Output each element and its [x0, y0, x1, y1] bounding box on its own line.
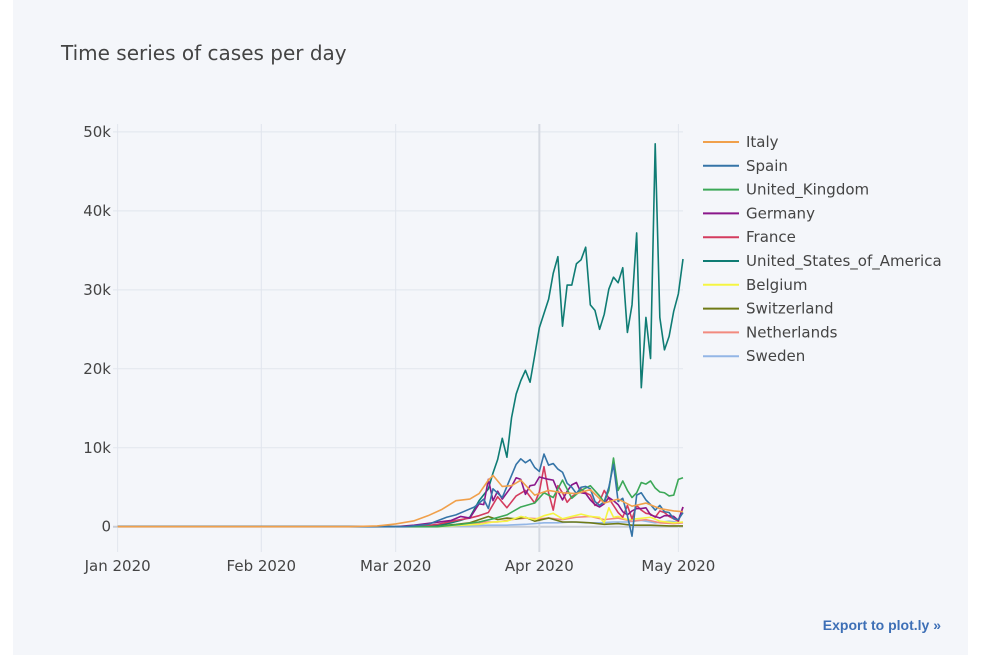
legend-item: Switzerland [703, 300, 834, 318]
series-line-belgium [117, 506, 684, 528]
y-tick-label: 50k [83, 123, 111, 141]
chart-title: Time series of cases per day [60, 41, 347, 65]
legend-label: Spain [746, 157, 788, 175]
legend-item: Netherlands [703, 323, 838, 341]
series-line-netherlands [117, 515, 684, 528]
y-tick-label: 30k [83, 281, 111, 299]
series-layer [117, 142, 684, 538]
x-tick-label: Apr 2020 [505, 557, 574, 575]
series-line-italy [117, 474, 684, 528]
legend-label: Switzerland [746, 300, 834, 318]
series-line-united-states-of-america [117, 142, 684, 528]
legend-item: United_States_of_America [703, 252, 942, 271]
chart-panel: Time series of cases per day 0 10k 20k 30k 4… [13, 0, 968, 655]
series-line-spain [117, 453, 684, 538]
x-tick-label: Feb 2020 [227, 557, 297, 575]
legend-label: France [746, 228, 796, 246]
series-line-united-kingdom [117, 457, 684, 528]
legend-item: Italy [703, 133, 779, 151]
legend-label: United_States_of_America [746, 252, 942, 271]
legend-label: Belgium [746, 276, 808, 294]
legend-item: Spain [703, 157, 788, 175]
legend-item: Germany [703, 204, 815, 222]
axis-layer: 0 10k 20k 30k 40k 50k Jan 2020 Feb 2020 Mar 2020… [83, 123, 715, 575]
legend-label: Italy [746, 133, 779, 151]
legend: Italy Spain United_Kingdom Germany France Uni… [703, 133, 942, 365]
x-tick-label: Mar 2020 [360, 557, 431, 575]
legend-item: Belgium [703, 276, 808, 294]
x-tick-label: Jan 2020 [84, 557, 151, 575]
legend-item: Sweden [703, 347, 805, 365]
y-tick-label: 0 [101, 518, 111, 536]
grid-layer [113, 124, 683, 552]
x-tick-label: May 2020 [641, 557, 715, 575]
y-tick-label: 10k [83, 439, 111, 457]
legend-label: Germany [746, 204, 815, 222]
legend-label: United_Kingdom [746, 181, 869, 200]
legend-label: Sweden [746, 347, 805, 365]
y-tick-label: 20k [83, 360, 111, 378]
chart-svg: Time series of cases per day 0 10k 20k 30k 4… [60, 41, 942, 575]
export-to-plotly-link[interactable]: Export to plot.ly » [822, 617, 941, 633]
legend-label: Netherlands [746, 323, 838, 341]
y-tick-label: 40k [83, 202, 111, 220]
legend-item: United_Kingdom [703, 181, 869, 200]
legend-item: France [703, 228, 796, 246]
